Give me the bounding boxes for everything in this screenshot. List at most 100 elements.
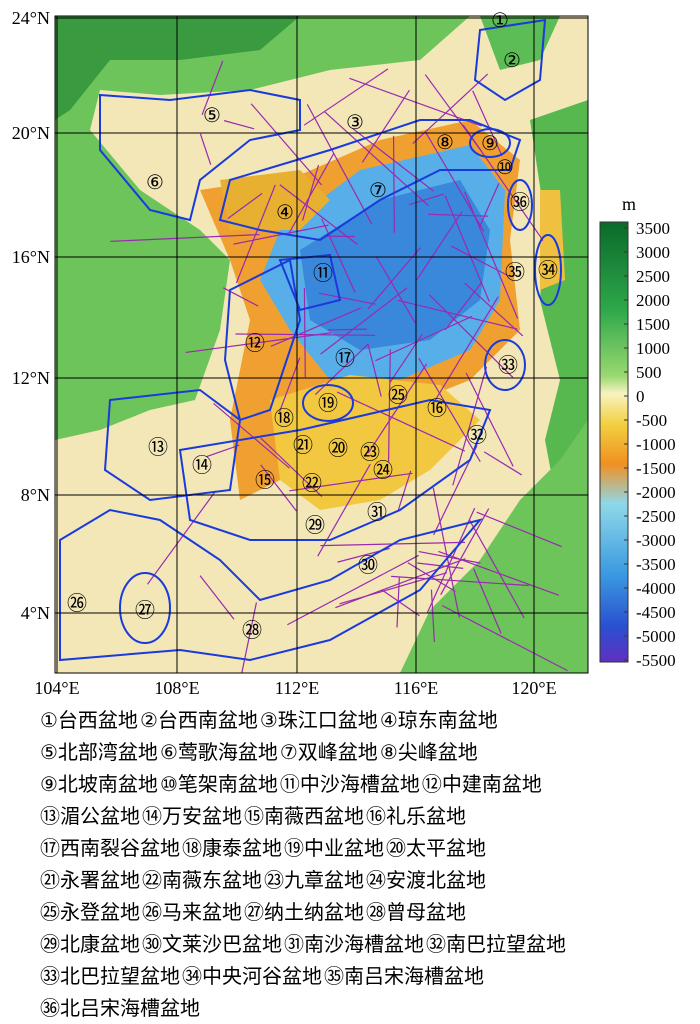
basin-label: ㉞ (538, 259, 558, 282)
legend-entry: ㉙北康盆地 (40, 932, 140, 956)
colorbar-label: -4500 (636, 603, 676, 622)
colorbar-label: 1500 (636, 315, 670, 334)
colorbar-label: -3000 (636, 531, 676, 550)
basin-label: ㉝ (498, 354, 518, 377)
lon-label: 116°E (394, 678, 439, 698)
survey-line (394, 136, 395, 233)
colorbar-label: -500 (636, 411, 667, 430)
legend-row: ㊱北吕宋海槽盆地 (40, 992, 568, 1024)
legend-entry: ⑩笔架南盆地 (160, 772, 278, 796)
legend-entry: ㉕永登盆地 (40, 900, 140, 924)
legend-entry: ③珠江口盆地 (260, 708, 378, 732)
lon-label: 108°E (154, 678, 199, 698)
legend-entry: ㉞中央河谷盆地 (182, 964, 322, 988)
legend-entry: ㊱北吕宋海槽盆地 (40, 996, 200, 1020)
lon-label: 112°E (275, 678, 320, 698)
lat-label: 20°N (12, 123, 50, 143)
legend-entry: ⑦双峰盆地 (280, 740, 378, 764)
legend-entry: ⑰西南裂谷盆地 (40, 836, 180, 860)
basin-label: ㉕ (388, 384, 408, 407)
colorbar (600, 222, 628, 662)
basin-label: ⑧ (436, 132, 454, 154)
legend-entry: ⑥莺歌海盆地 (160, 740, 278, 764)
lat-label: 12°N (12, 368, 50, 388)
basin-label: ⑦ (369, 180, 387, 202)
legend-entry: ㉑永署盆地 (40, 868, 140, 892)
legend-entry: ⑧尖峰盆地 (380, 740, 478, 764)
basin-label: ㉒ (302, 472, 322, 495)
legend-entry: ②台西南盆地 (140, 708, 258, 732)
colorbar-label: -3500 (636, 555, 676, 574)
legend-entry: ㉜南巴拉望盆地 (426, 932, 566, 956)
basin-label: ㉔ (373, 459, 393, 482)
basin-label: ㉙ (305, 514, 325, 537)
basin-label: ㉛ (367, 501, 387, 524)
legend-entry: ⑲中业盆地 (284, 836, 384, 860)
legend-entry: ⑫中建南盆地 (422, 772, 542, 796)
basin-label: ㊱ (510, 191, 530, 214)
legend-entry: ㉝北巴拉望盆地 (40, 964, 180, 988)
legend-entry: ㉓九章盆地 (264, 868, 364, 892)
basin-label: ㉟ (505, 261, 525, 284)
legend-entry: ⑳太平盆地 (386, 836, 486, 860)
basin-label: ⑪ (313, 262, 333, 285)
basin-label: ⑥ (146, 172, 164, 194)
colorbar-label: -1500 (636, 459, 676, 478)
legend-entry: ㉗纳土纳盆地 (244, 900, 364, 924)
basin-label: ③ (346, 112, 364, 134)
basin-label: ⑩ (496, 157, 514, 179)
basin-label: ① (491, 10, 509, 32)
basin-label: ⑮ (255, 469, 275, 492)
lon-label: 104°E (34, 678, 79, 698)
legend-entry: ㉟南吕宋海槽盆地 (324, 964, 484, 988)
legend-entry: ㉚文莱沙巴盆地 (142, 932, 282, 956)
basin-label: ⑨ (481, 133, 499, 155)
basin-label: ㉘ (242, 619, 262, 642)
legend-entry: ④琼东南盆地 (380, 708, 498, 732)
legend-entry: ㉛南沙海槽盆地 (284, 932, 424, 956)
legend-entry: ⑱康泰盆地 (182, 836, 282, 860)
basin-label: ㉗ (135, 599, 155, 622)
basin-label: ㉑ (293, 434, 313, 457)
legend-entry: ㉒南薇东盆地 (142, 868, 262, 892)
basin-label: ⑰ (335, 347, 355, 370)
legend-entry: ㉖马来盆地 (142, 900, 242, 924)
basin-label: ② (503, 50, 521, 72)
legend-entry: ⑬湄公盆地 (40, 804, 140, 828)
colorbar-unit: m (622, 194, 636, 214)
colorbar-label: 1000 (636, 339, 670, 358)
legend-entry: ⑭万安盆地 (142, 804, 242, 828)
survey-line (328, 329, 367, 330)
legend-entry: ㉘曾母盆地 (366, 900, 466, 924)
colorbar-label: 3000 (636, 243, 670, 262)
basin-label: ⑱ (274, 407, 294, 430)
colorbar-label: -2000 (636, 483, 676, 502)
legend-entry: ⑮南薇西盆地 (244, 804, 364, 828)
basin-label: ⑲ (318, 392, 338, 415)
basin-label: ⑤ (203, 105, 221, 127)
colorbar-label: 2500 (636, 267, 670, 286)
map-area (55, 16, 588, 673)
legend-entry: ⑤北部湾盆地 (40, 740, 158, 764)
legend-entry: ⑪中沙海槽盆地 (280, 772, 420, 796)
basin-label: ㉚ (358, 554, 378, 577)
basin-label: ⑬ (148, 436, 168, 459)
legend-entry: ㉔安渡北盆地 (366, 868, 486, 892)
colorbar-label: 2000 (636, 291, 670, 310)
basin-label: ⑳ (328, 437, 348, 460)
basin-label: ⑫ (245, 332, 265, 355)
lat-label: 24°N (12, 8, 50, 28)
colorbar-label: 3500 (636, 219, 670, 238)
basin-label: ㉜ (467, 424, 487, 447)
legend-entry: ⑨北坡南盆地 (40, 772, 158, 796)
colorbar-label: 0 (636, 387, 645, 406)
